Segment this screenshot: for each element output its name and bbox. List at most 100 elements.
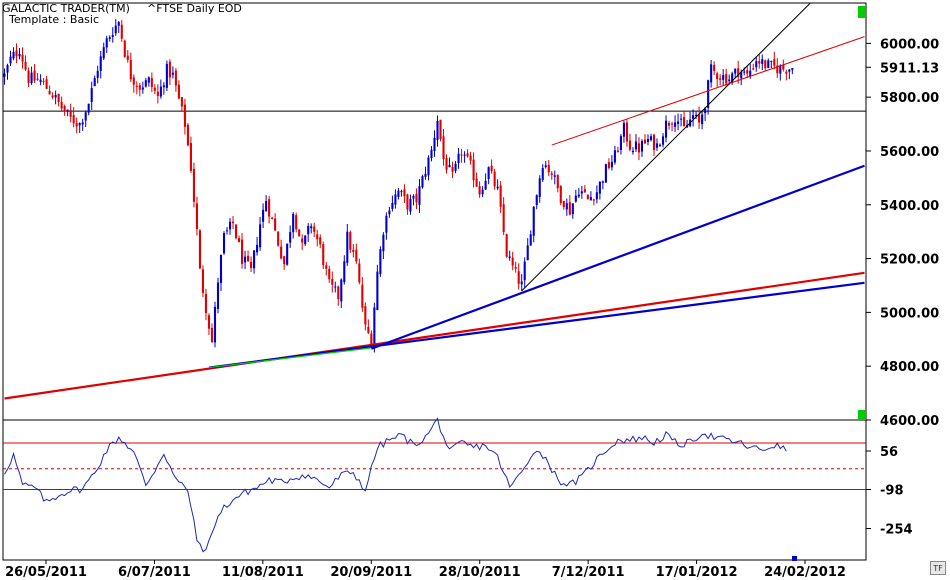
candle-body xyxy=(171,72,174,75)
candle-body xyxy=(325,265,328,269)
candle-body xyxy=(445,158,448,170)
candle-body xyxy=(538,178,541,198)
candle-body xyxy=(499,185,502,207)
candle-body xyxy=(661,136,665,145)
candle-body xyxy=(535,195,538,205)
candle-body xyxy=(755,61,758,68)
candle-body xyxy=(337,286,340,300)
y-tick-label: 5400.00 xyxy=(880,199,939,214)
candle-body xyxy=(583,189,586,193)
candle-body xyxy=(105,38,108,48)
candle-body xyxy=(436,120,439,140)
candle-body xyxy=(749,70,752,76)
candle-body xyxy=(162,85,165,88)
candle-body xyxy=(180,97,183,107)
tf-button[interactable]: TF xyxy=(930,561,946,575)
candle-body xyxy=(526,245,529,261)
candle-body xyxy=(619,136,622,151)
candle-body xyxy=(24,61,27,70)
candle-body xyxy=(409,199,412,212)
candle-body xyxy=(373,307,376,347)
candle-body xyxy=(84,112,87,121)
candle-body xyxy=(39,79,42,83)
candle-body xyxy=(72,115,75,124)
candle-body xyxy=(707,80,710,108)
candle-body xyxy=(280,246,283,259)
candle-body xyxy=(782,64,785,70)
candle-body xyxy=(604,164,607,183)
candle-body xyxy=(580,191,583,194)
candle-body xyxy=(135,86,138,88)
candle-body xyxy=(42,81,45,83)
candle-body xyxy=(379,249,382,275)
candle-body xyxy=(758,61,761,64)
candle-body xyxy=(150,78,153,87)
candle-body xyxy=(631,150,635,153)
candle-body xyxy=(791,68,794,70)
candle-body xyxy=(433,137,436,151)
candle-body xyxy=(9,56,12,64)
x-tick-label: 20/09/2011 xyxy=(330,565,412,580)
candle-body xyxy=(571,203,574,215)
candle-body xyxy=(574,195,577,202)
candle-body xyxy=(448,165,451,168)
candle-body xyxy=(785,71,788,74)
candle-body xyxy=(770,60,773,62)
candle-body xyxy=(565,203,568,210)
candle-body xyxy=(496,186,499,189)
candle-body xyxy=(277,231,280,246)
candle-body xyxy=(704,108,707,114)
candle-body xyxy=(198,230,202,269)
candle-body xyxy=(586,194,589,199)
x-tick-label: 7/12/2011 xyxy=(552,565,625,580)
candle-body xyxy=(607,162,610,169)
candle-body xyxy=(667,122,671,126)
candle-body xyxy=(36,78,39,80)
candle-body xyxy=(60,101,63,109)
candle-body xyxy=(265,201,268,212)
candle-body xyxy=(430,149,433,159)
candle-body xyxy=(90,88,93,103)
candle-body xyxy=(692,115,695,119)
candle-body xyxy=(400,191,403,193)
candle-body xyxy=(767,60,770,69)
candle-body xyxy=(737,68,740,77)
candle-body xyxy=(418,186,421,205)
candle-body xyxy=(550,173,553,175)
candle-body xyxy=(595,192,598,200)
candle-body xyxy=(27,70,30,83)
candle-body xyxy=(51,95,54,98)
candle-body xyxy=(394,194,397,205)
y-tick-label: 5800.00 xyxy=(880,91,939,106)
candle-body xyxy=(725,74,728,84)
candle-body xyxy=(544,165,547,168)
candle-body xyxy=(460,154,463,156)
candle-body xyxy=(195,203,199,229)
candle-body xyxy=(622,123,625,137)
candle-body xyxy=(731,73,734,82)
candle-body xyxy=(114,25,117,34)
candle-body xyxy=(283,256,286,265)
candle-body xyxy=(466,153,469,157)
candle-body xyxy=(643,139,647,144)
candle-body xyxy=(174,70,177,86)
candle-body xyxy=(222,233,226,254)
candle-body xyxy=(562,200,565,208)
candle-body xyxy=(316,234,319,240)
candle-body xyxy=(722,74,725,80)
candle-body xyxy=(15,50,18,57)
candle-body xyxy=(385,215,388,233)
candle-body xyxy=(54,94,57,98)
candle-body xyxy=(634,141,638,150)
plot-border xyxy=(2,2,867,561)
candle-body xyxy=(439,119,442,139)
candle-body xyxy=(710,64,713,83)
candle-body xyxy=(358,263,361,283)
candle-body xyxy=(120,24,123,39)
candle-body xyxy=(204,293,208,313)
candle-body xyxy=(286,243,289,265)
candle-body xyxy=(683,117,686,127)
candle-body xyxy=(764,60,767,69)
